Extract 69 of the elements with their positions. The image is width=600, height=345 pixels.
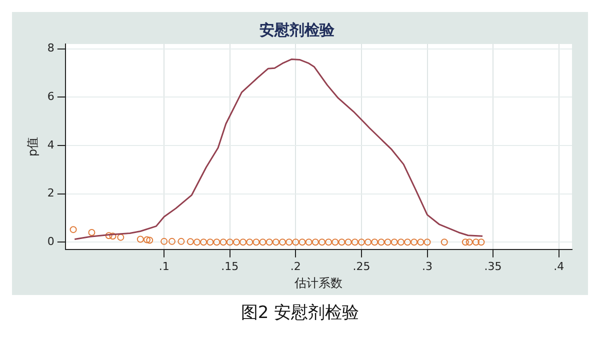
point [417, 238, 424, 246]
y-tick-label: 6 [47, 90, 54, 104]
x-tick-label: .25 [352, 260, 370, 273]
point [272, 238, 280, 246]
x-axis-title: 估计系数 [294, 276, 343, 290]
point [240, 238, 247, 246]
point [266, 238, 273, 246]
point [318, 238, 326, 246]
point [88, 228, 96, 236]
x-tick-label: .15 [221, 260, 239, 273]
point [252, 238, 260, 246]
point [226, 238, 234, 246]
point [220, 238, 227, 246]
point [286, 238, 293, 246]
point [358, 238, 365, 246]
point [397, 238, 404, 246]
point [206, 238, 214, 246]
point [193, 238, 200, 246]
point [292, 238, 300, 246]
point [70, 226, 77, 234]
point [168, 238, 176, 245]
point [410, 238, 418, 246]
point [364, 238, 372, 246]
point [305, 238, 312, 246]
point [424, 238, 431, 246]
point [259, 238, 266, 246]
point [344, 238, 352, 246]
point [440, 238, 448, 246]
point [371, 238, 378, 246]
point [384, 238, 392, 246]
x-tick-label: .4 [554, 260, 564, 273]
point [146, 236, 154, 244]
point [312, 238, 319, 246]
point [136, 236, 144, 243]
point [466, 238, 473, 246]
y-axis-title: p值 [25, 136, 40, 157]
point [338, 238, 346, 246]
point [186, 238, 194, 246]
caption: 图2 安慰剂检验 [240, 302, 360, 324]
point [279, 238, 286, 246]
chart-title: 安慰剂检验 [260, 20, 336, 39]
point [160, 238, 168, 245]
x-tick-label: .35 [484, 260, 502, 273]
point [462, 238, 469, 246]
point [298, 238, 306, 246]
point [213, 238, 220, 246]
point [232, 238, 240, 246]
point [478, 238, 485, 246]
x-tick-label: .2 [290, 260, 301, 273]
y-tick-label: 4 [47, 138, 54, 152]
point [390, 238, 398, 246]
point [332, 238, 339, 246]
y-tick-label: 0 [47, 235, 54, 248]
point [325, 238, 332, 246]
point [109, 232, 116, 240]
point [117, 234, 124, 241]
point [200, 238, 208, 246]
point [178, 238, 185, 245]
point [404, 238, 412, 246]
point [105, 232, 112, 240]
point [143, 236, 150, 244]
point [246, 238, 254, 246]
point [472, 238, 480, 246]
y-tick-label: 2 [47, 186, 54, 200]
y-tick-label: 8 [47, 42, 54, 55]
x-tick-label: .3 [422, 260, 433, 273]
point [351, 238, 358, 246]
point [378, 238, 385, 246]
x-tick-label: .1 [158, 260, 170, 273]
